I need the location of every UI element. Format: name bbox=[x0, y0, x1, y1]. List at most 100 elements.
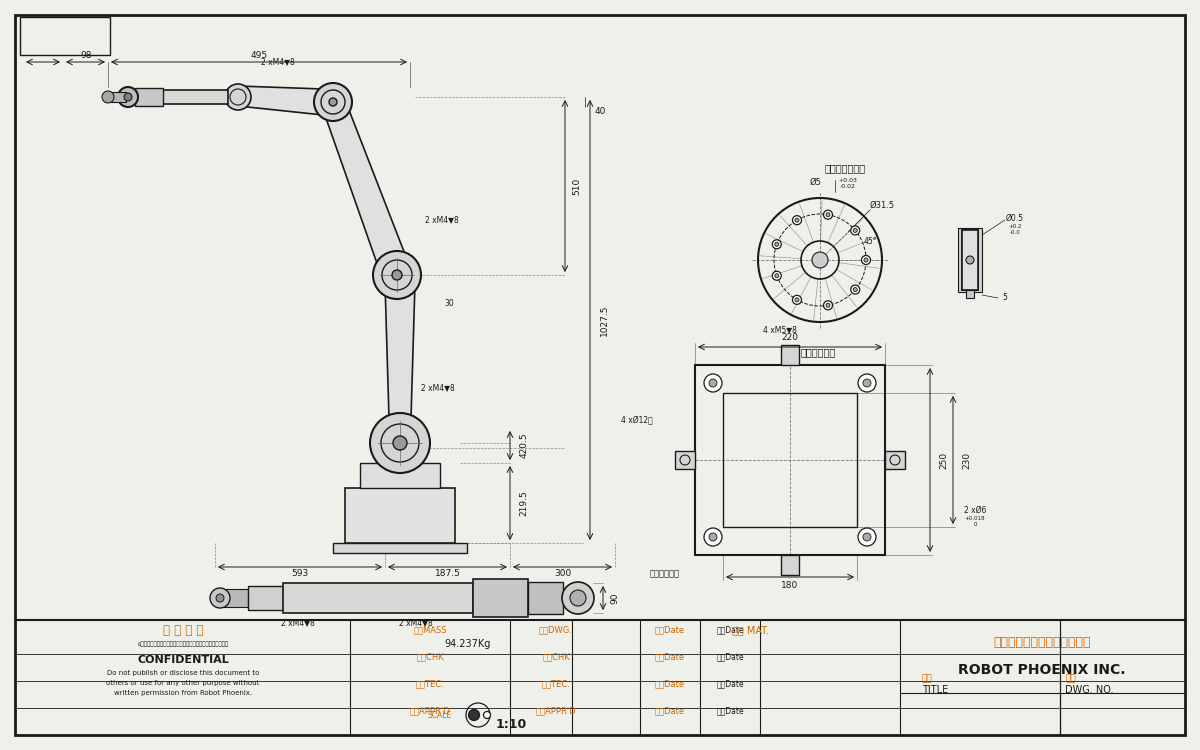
Bar bbox=[962, 230, 978, 290]
Bar bbox=[20, 17, 110, 55]
Circle shape bbox=[796, 298, 799, 302]
Text: 日期Date: 日期Date bbox=[655, 652, 685, 662]
Bar bbox=[112, 92, 126, 102]
Text: 2 xM4▼8: 2 xM4▼8 bbox=[425, 215, 458, 224]
Text: 线缆预留空间: 线缆预留空间 bbox=[650, 569, 680, 578]
Text: 510: 510 bbox=[572, 178, 582, 195]
Bar bbox=[966, 290, 974, 298]
Bar bbox=[886, 451, 905, 469]
Circle shape bbox=[863, 379, 871, 387]
Circle shape bbox=[709, 533, 718, 541]
Circle shape bbox=[966, 256, 974, 264]
Text: 420.5: 420.5 bbox=[520, 433, 528, 458]
Circle shape bbox=[709, 379, 718, 387]
Text: 90: 90 bbox=[611, 592, 619, 604]
Circle shape bbox=[853, 229, 857, 232]
Circle shape bbox=[484, 712, 491, 718]
Bar bbox=[223, 589, 248, 607]
Circle shape bbox=[392, 270, 402, 280]
Text: 名称: 名称 bbox=[922, 674, 932, 683]
Circle shape bbox=[858, 374, 876, 392]
Text: 187.5: 187.5 bbox=[434, 569, 461, 578]
Text: Ø0.5: Ø0.5 bbox=[1006, 214, 1024, 223]
Bar bbox=[722, 393, 857, 527]
Circle shape bbox=[858, 528, 876, 546]
Text: 工艺TEC.: 工艺TEC. bbox=[415, 680, 444, 688]
Text: ROBOT PHOENIX INC.: ROBOT PHOENIX INC. bbox=[959, 663, 1126, 677]
Text: CONFIDENTIAL: CONFIDENTIAL bbox=[137, 655, 229, 665]
Text: 日期Date: 日期Date bbox=[655, 626, 685, 634]
Text: 98: 98 bbox=[80, 52, 91, 61]
Text: 219.5: 219.5 bbox=[520, 490, 528, 516]
Bar bbox=[163, 90, 228, 104]
Bar bbox=[134, 88, 163, 106]
Text: 济南翼菲自动化科技有限公司: 济南翼菲自动化科技有限公司 bbox=[994, 635, 1091, 649]
Text: Do not publish or disclose this document to: Do not publish or disclose this document… bbox=[107, 670, 259, 676]
Text: 250: 250 bbox=[940, 452, 948, 469]
Circle shape bbox=[812, 252, 828, 268]
Circle shape bbox=[370, 413, 430, 473]
Text: 底座安装尺寸: 底座安装尺寸 bbox=[800, 347, 835, 357]
Text: 机 密 文 件: 机 密 文 件 bbox=[163, 623, 203, 637]
Text: 2 xØ6: 2 xØ6 bbox=[964, 506, 986, 515]
Circle shape bbox=[823, 301, 833, 310]
Text: 2 xM4▼8: 2 xM4▼8 bbox=[400, 619, 433, 628]
Text: 6机密文件的所有权，本文档不可被披露给第三方或作其他用途: 6机密文件的所有权，本文档不可被披露给第三方或作其他用途 bbox=[137, 641, 229, 646]
Circle shape bbox=[851, 285, 859, 294]
Text: 0: 0 bbox=[973, 523, 977, 527]
Text: 593: 593 bbox=[292, 569, 308, 578]
Text: 300: 300 bbox=[554, 569, 571, 578]
Text: 2 xM4▼8: 2 xM4▼8 bbox=[262, 58, 295, 67]
Bar bbox=[674, 451, 695, 469]
Text: 审核CHK: 审核CHK bbox=[416, 652, 444, 662]
Circle shape bbox=[210, 588, 230, 608]
Circle shape bbox=[102, 91, 114, 103]
Circle shape bbox=[823, 210, 833, 219]
Bar bbox=[528, 582, 563, 614]
Bar bbox=[962, 230, 978, 290]
Text: 日期Date: 日期Date bbox=[716, 626, 744, 634]
Bar bbox=[360, 463, 440, 488]
Circle shape bbox=[863, 533, 871, 541]
Text: 重量MASS: 重量MASS bbox=[413, 626, 446, 634]
Circle shape bbox=[826, 303, 830, 307]
Text: 地图DWG.: 地图DWG. bbox=[539, 626, 572, 634]
Circle shape bbox=[792, 216, 802, 225]
Text: DWG. NO.: DWG. NO. bbox=[1066, 685, 1114, 695]
Bar bbox=[781, 555, 799, 575]
Circle shape bbox=[124, 93, 132, 101]
Text: 4 xM5▼8: 4 xM5▼8 bbox=[763, 326, 797, 334]
Text: 日期Date: 日期Date bbox=[716, 652, 744, 662]
Text: 180: 180 bbox=[781, 580, 799, 590]
Circle shape bbox=[792, 296, 802, 304]
Text: 45°: 45° bbox=[863, 238, 877, 247]
Circle shape bbox=[704, 374, 722, 392]
Text: 230: 230 bbox=[962, 452, 972, 469]
Bar bbox=[283, 583, 473, 613]
Circle shape bbox=[373, 251, 421, 299]
Text: 日期Date: 日期Date bbox=[716, 706, 744, 716]
Text: 批准APPR'D: 批准APPR'D bbox=[535, 706, 576, 716]
Circle shape bbox=[775, 242, 779, 246]
Circle shape bbox=[862, 256, 870, 265]
Circle shape bbox=[329, 98, 337, 106]
Text: 法兰盘安装尺寸: 法兰盘安装尺寸 bbox=[824, 163, 865, 173]
Bar bbox=[248, 586, 283, 610]
Circle shape bbox=[704, 528, 722, 546]
Text: 40: 40 bbox=[594, 107, 606, 116]
Text: others or use for any other purpose without: others or use for any other purpose with… bbox=[107, 680, 259, 686]
Circle shape bbox=[864, 258, 868, 262]
Circle shape bbox=[468, 710, 480, 721]
Text: Ø31.5: Ø31.5 bbox=[870, 200, 894, 209]
Text: 材料 MAT.: 材料 MAT. bbox=[732, 625, 768, 635]
Text: 工艺TEC.: 工艺TEC. bbox=[541, 680, 570, 688]
Bar bbox=[473, 579, 528, 617]
Text: 5: 5 bbox=[1002, 293, 1008, 302]
Circle shape bbox=[796, 218, 799, 222]
Circle shape bbox=[773, 272, 781, 280]
Text: written permission from Robot Phoenix.: written permission from Robot Phoenix. bbox=[114, 690, 252, 696]
Circle shape bbox=[562, 582, 594, 614]
Text: 495: 495 bbox=[251, 52, 268, 61]
Text: 2 xM4▼8: 2 xM4▼8 bbox=[421, 383, 455, 392]
Text: -0.0: -0.0 bbox=[1009, 230, 1020, 236]
